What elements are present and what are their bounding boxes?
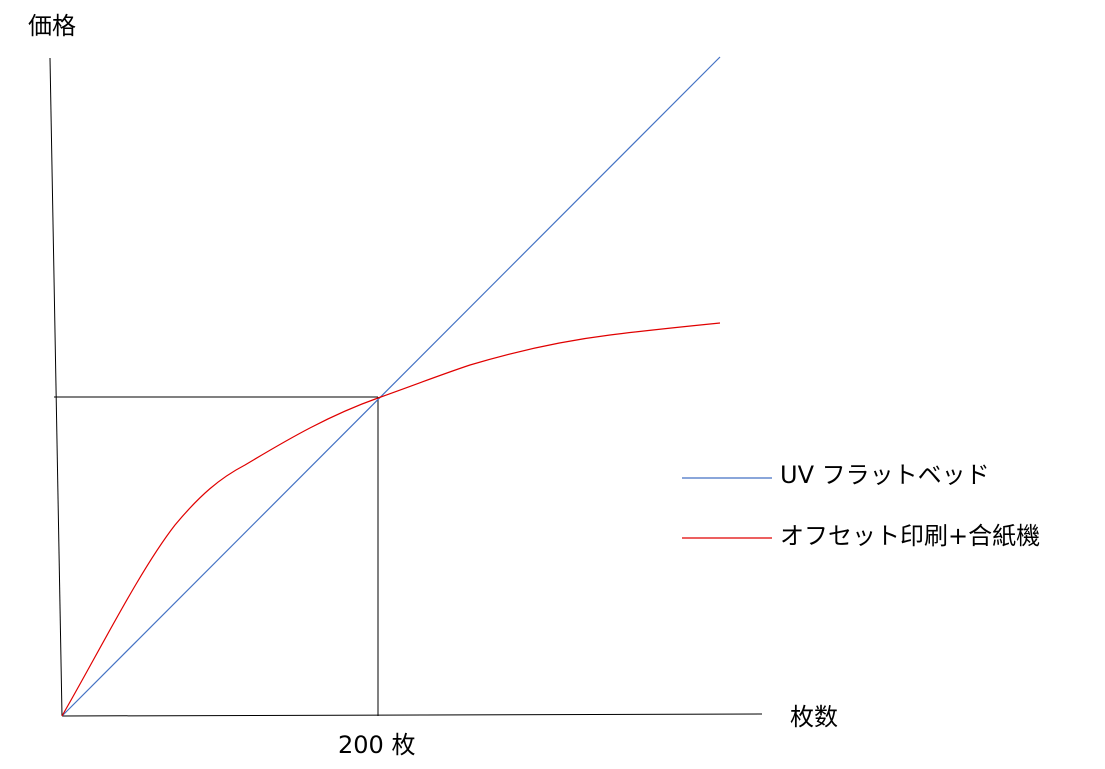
x-marker-label: 200 枚 [338, 731, 415, 759]
legend-label: UV フラットベッド [780, 461, 990, 489]
legend-label: オフセット印刷+合紙機 [780, 522, 1040, 550]
y-axis [49, 57, 63, 717]
offset-curve [61, 322, 721, 717]
x-axis-label: 枚数 [790, 703, 838, 731]
uv-line [61, 56, 721, 717]
x-axis [61, 713, 763, 717]
y-axis-label: 価格 [28, 12, 76, 40]
